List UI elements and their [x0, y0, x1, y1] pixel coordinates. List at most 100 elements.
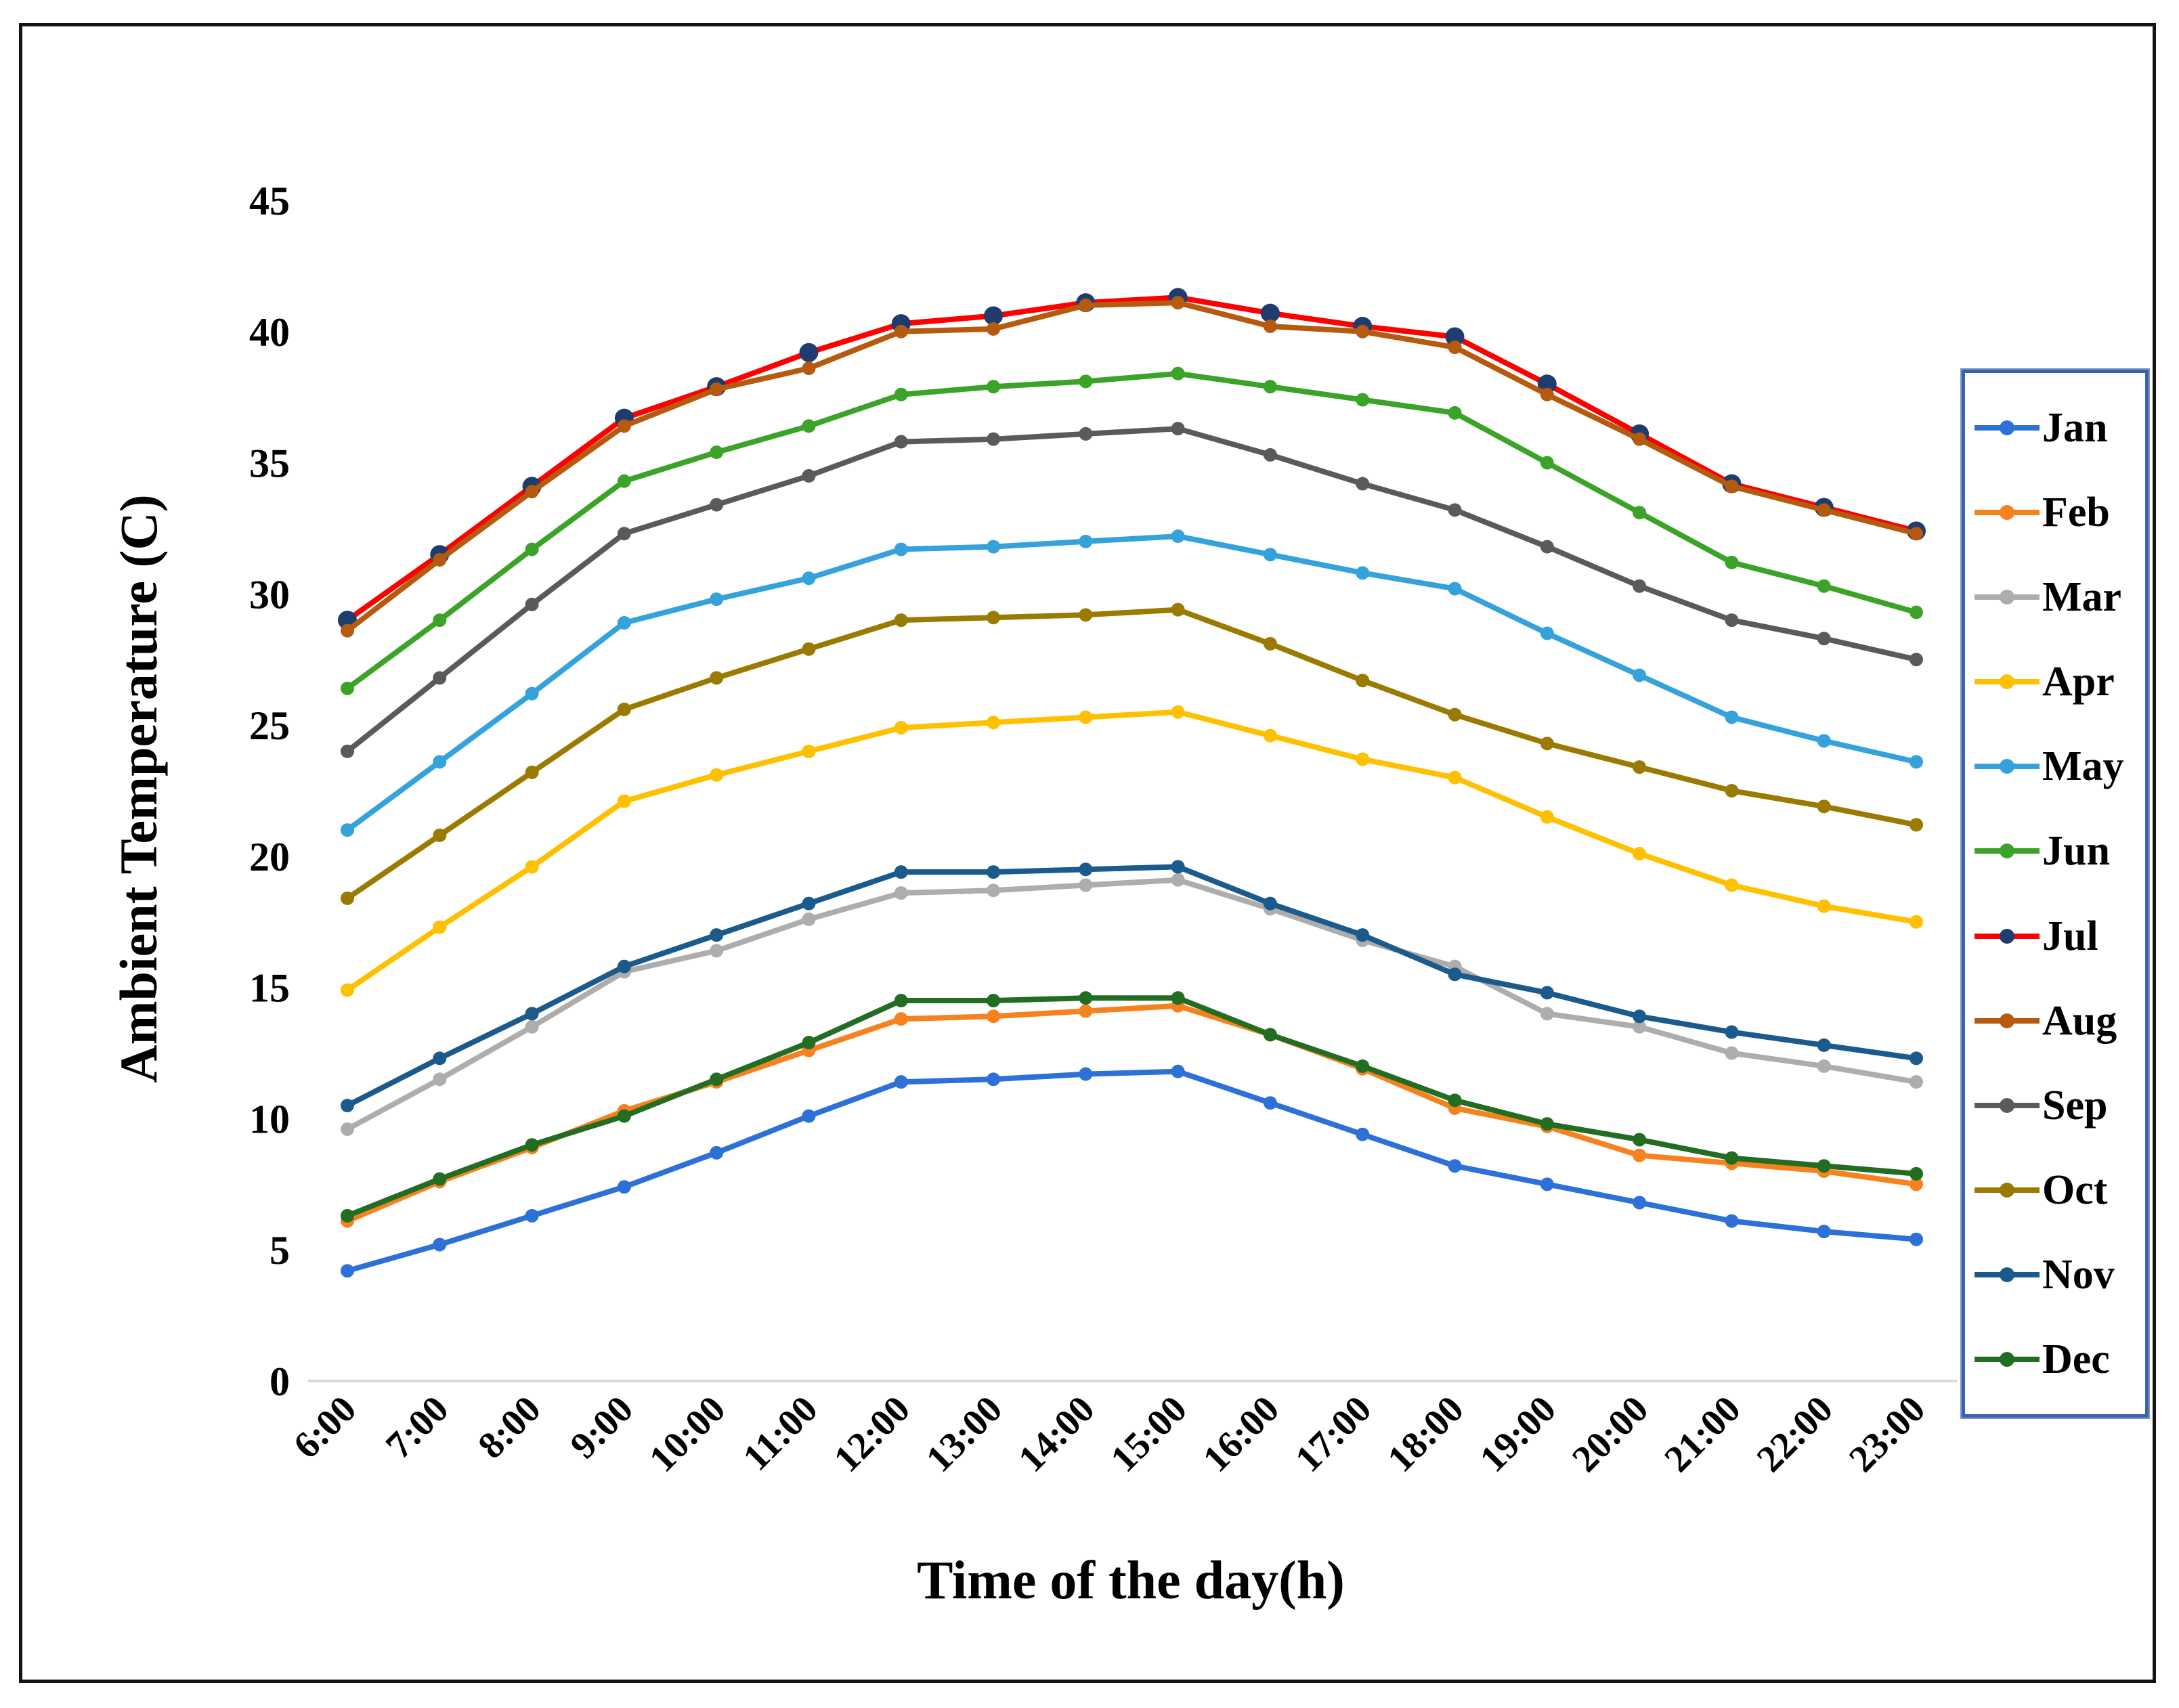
data-point-oct: [1079, 608, 1093, 622]
x-tick-label: 9:00: [563, 1388, 641, 1466]
data-point-mar: [894, 886, 908, 900]
legend-item-dec: Dec: [1973, 1337, 2142, 1382]
data-point-mar: [1079, 878, 1093, 892]
data-point-jun: [1079, 374, 1093, 389]
data-point-apr: [1263, 728, 1277, 743]
y-tick-label: 40: [249, 310, 290, 355]
legend-item-aug: Aug: [1973, 999, 2142, 1043]
data-point-nov: [802, 896, 816, 911]
data-point-nov: [617, 959, 631, 973]
data-point-aug: [1263, 320, 1277, 334]
data-point-may: [802, 571, 816, 586]
legend-label-may: May: [2042, 743, 2124, 790]
x-tick-label: 15:00: [1103, 1388, 1195, 1480]
data-point-may: [987, 540, 1001, 554]
data-point-jan: [617, 1180, 631, 1194]
data-point-nov: [1817, 1038, 1831, 1052]
data-point-may: [1448, 582, 1462, 596]
x-tick-label: 7:00: [378, 1388, 456, 1466]
x-tick-label: 6:00: [286, 1388, 364, 1466]
data-point-sep: [1633, 579, 1647, 593]
data-point-feb: [1910, 1177, 1923, 1191]
y-tick-label: 20: [249, 835, 290, 879]
data-point-mar: [1725, 1046, 1739, 1060]
svg-text:19:00: 19:00: [1472, 1388, 1564, 1480]
data-point-sep: [341, 744, 354, 758]
series-line-may: [345, 533, 1919, 833]
legend-label-apr: Apr: [2042, 659, 2115, 705]
data-point-may: [1079, 534, 1093, 548]
data-point-sep: [894, 435, 908, 449]
data-point-aug: [525, 485, 539, 499]
data-point-sep: [1079, 426, 1093, 441]
y-tick-label: 35: [249, 441, 290, 486]
data-point-may: [433, 755, 447, 769]
data-point-jun: [1356, 393, 1370, 407]
legend-swatch-dec: [1975, 1352, 2040, 1367]
legend-item-oct: Oct: [1973, 1168, 2142, 1212]
legend-label-feb: Feb: [2042, 489, 2110, 535]
data-point-nov: [1171, 860, 1185, 874]
data-point-jan: [1079, 1067, 1093, 1081]
data-point-may: [1910, 755, 1923, 769]
legend-swatch-nov: [1975, 1267, 2040, 1283]
data-point-may: [1263, 548, 1277, 562]
data-point-mar: [1540, 1007, 1554, 1021]
data-point-sep: [1725, 613, 1739, 628]
data-point-jun: [1910, 605, 1923, 619]
data-point-may: [1817, 734, 1831, 748]
data-point-jun: [1171, 366, 1185, 380]
svg-text:18:00: 18:00: [1379, 1388, 1471, 1480]
data-point-may: [1356, 566, 1370, 580]
legend-swatch-sep: [1975, 1097, 2040, 1113]
y-tick-label: 5: [269, 1228, 290, 1273]
data-point-sep: [1910, 653, 1923, 667]
data-point-dec: [1171, 991, 1185, 1005]
data-point-jun: [617, 474, 631, 488]
data-point-nov: [1725, 1025, 1739, 1039]
data-point-apr: [1910, 915, 1923, 929]
data-point-oct: [1263, 636, 1277, 651]
data-point-jan: [987, 1072, 1001, 1087]
data-point-apr: [1448, 770, 1462, 785]
series-line-jul: [345, 294, 1919, 623]
data-point-nov: [433, 1051, 447, 1066]
svg-text:21:00: 21:00: [1656, 1388, 1748, 1480]
data-point-jun: [1540, 456, 1554, 470]
data-point-sep: [802, 468, 816, 483]
data-point-sep: [433, 671, 447, 685]
data-point-jan: [1171, 1064, 1185, 1078]
svg-text:11:00: 11:00: [735, 1388, 826, 1479]
data-point-jan: [341, 1264, 354, 1278]
x-tick-label: 19:00: [1472, 1388, 1564, 1480]
legend-swatch-oct: [1975, 1182, 2040, 1198]
data-point-aug: [802, 362, 816, 376]
data-point-nov: [1633, 1009, 1647, 1024]
x-tick-label: 23:00: [1841, 1388, 1933, 1480]
legend-item-feb: Feb: [1973, 490, 2142, 535]
x-tick-label: 17:00: [1287, 1388, 1379, 1480]
legend-item-jul: Jul: [1973, 914, 2142, 959]
y-axis-title: Ambient Temperature (C): [109, 494, 168, 1083]
data-point-may: [1171, 529, 1185, 544]
data-point-may: [617, 615, 631, 630]
data-point-dec: [525, 1138, 539, 1152]
series-line-sep: [345, 426, 1919, 754]
legend-box: Jan Feb Mar Apr May Jun Jul Aug Sep Oct Nov Dec: [1960, 368, 2150, 1419]
data-point-apr: [987, 716, 1001, 730]
data-point-jan: [1263, 1096, 1277, 1110]
data-point-apr: [617, 794, 631, 808]
data-point-feb: [987, 1009, 1001, 1024]
data-point-aug: [1910, 527, 1923, 541]
data-point-dec: [1817, 1159, 1831, 1173]
data-point-mar: [710, 944, 724, 958]
svg-text:16:00: 16:00: [1195, 1388, 1287, 1480]
data-point-oct: [1633, 760, 1647, 774]
legend-label-jul: Jul: [2042, 913, 2098, 959]
legend-swatch-may: [1975, 759, 2040, 774]
data-point-aug: [894, 324, 908, 338]
data-point-jan: [433, 1238, 447, 1252]
x-axis-title: Time of the day(h): [917, 1551, 1345, 1611]
data-point-mar: [1817, 1059, 1831, 1073]
